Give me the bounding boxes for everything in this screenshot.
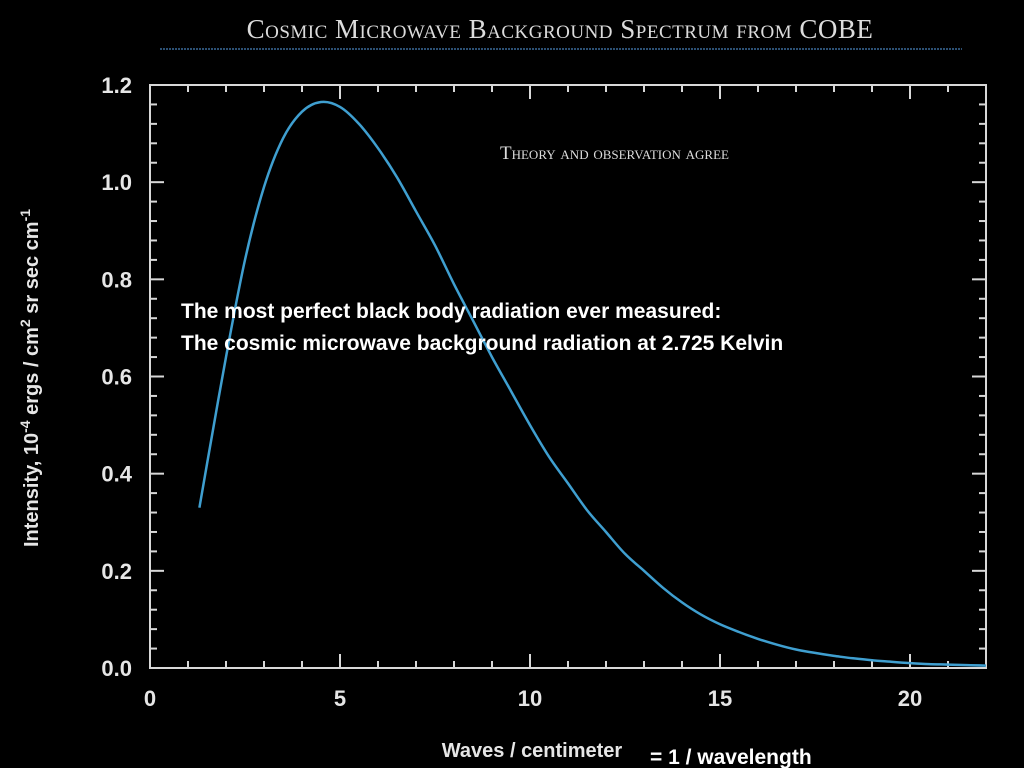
- y-tick-label: 0.8: [101, 267, 132, 292]
- x-axis-label: Waves / centimeter: [442, 740, 623, 762]
- annotation-line-1: The most perfect black body radiation ev…: [181, 300, 721, 323]
- annotation-line-2: The cosmic microwave background radiatio…: [181, 332, 783, 355]
- y-tick-label: 0.6: [101, 365, 132, 390]
- x-axis-ticks: [149, 85, 987, 668]
- y-tick-label: 0.0: [101, 656, 132, 681]
- y-tick-label: 0.2: [101, 559, 132, 584]
- y-axis-label-part-3: sr sec cm: [21, 221, 43, 319]
- chart-subtitle: Theory and observation agree: [500, 143, 729, 164]
- chart-title: Cosmic Microwave Background Spectrum fro…: [247, 14, 874, 44]
- y-tick-label: 0.4: [101, 462, 132, 487]
- x-tick-label: 10: [518, 686, 542, 711]
- y-axis-label-part-2: ergs / cm: [21, 327, 43, 420]
- y-axis-label-exponent-3: -1: [17, 209, 33, 222]
- y-tick-label: 1.2: [101, 73, 132, 98]
- series-line: [198, 100, 987, 667]
- y-axis-label-exponent-1: -4: [17, 420, 33, 433]
- x-tick-label: 15: [708, 686, 732, 711]
- x-axis-label-extension: = 1 / wavelength: [650, 746, 812, 768]
- y-axis-ticks: [150, 84, 986, 669]
- y-axis-tick-labels: 0.0 0.2 0.4 0.6 0.8 1.0 1.2: [101, 73, 132, 681]
- x-tick-label: 5: [334, 686, 346, 711]
- x-tick-label: 0: [144, 686, 156, 711]
- y-axis-label-exponent-2: 2: [17, 319, 33, 327]
- x-axis-tick-labels: 0 5 10 15 20: [144, 686, 922, 711]
- y-axis-label: Intensity, 10-4 ergs / cm2 sr sec cm-1: [17, 209, 43, 547]
- x-tick-label: 20: [898, 686, 922, 711]
- series-group: [198, 100, 987, 667]
- y-tick-label: 1.0: [101, 170, 132, 195]
- y-axis-label-part-1: Intensity, 10: [21, 433, 43, 547]
